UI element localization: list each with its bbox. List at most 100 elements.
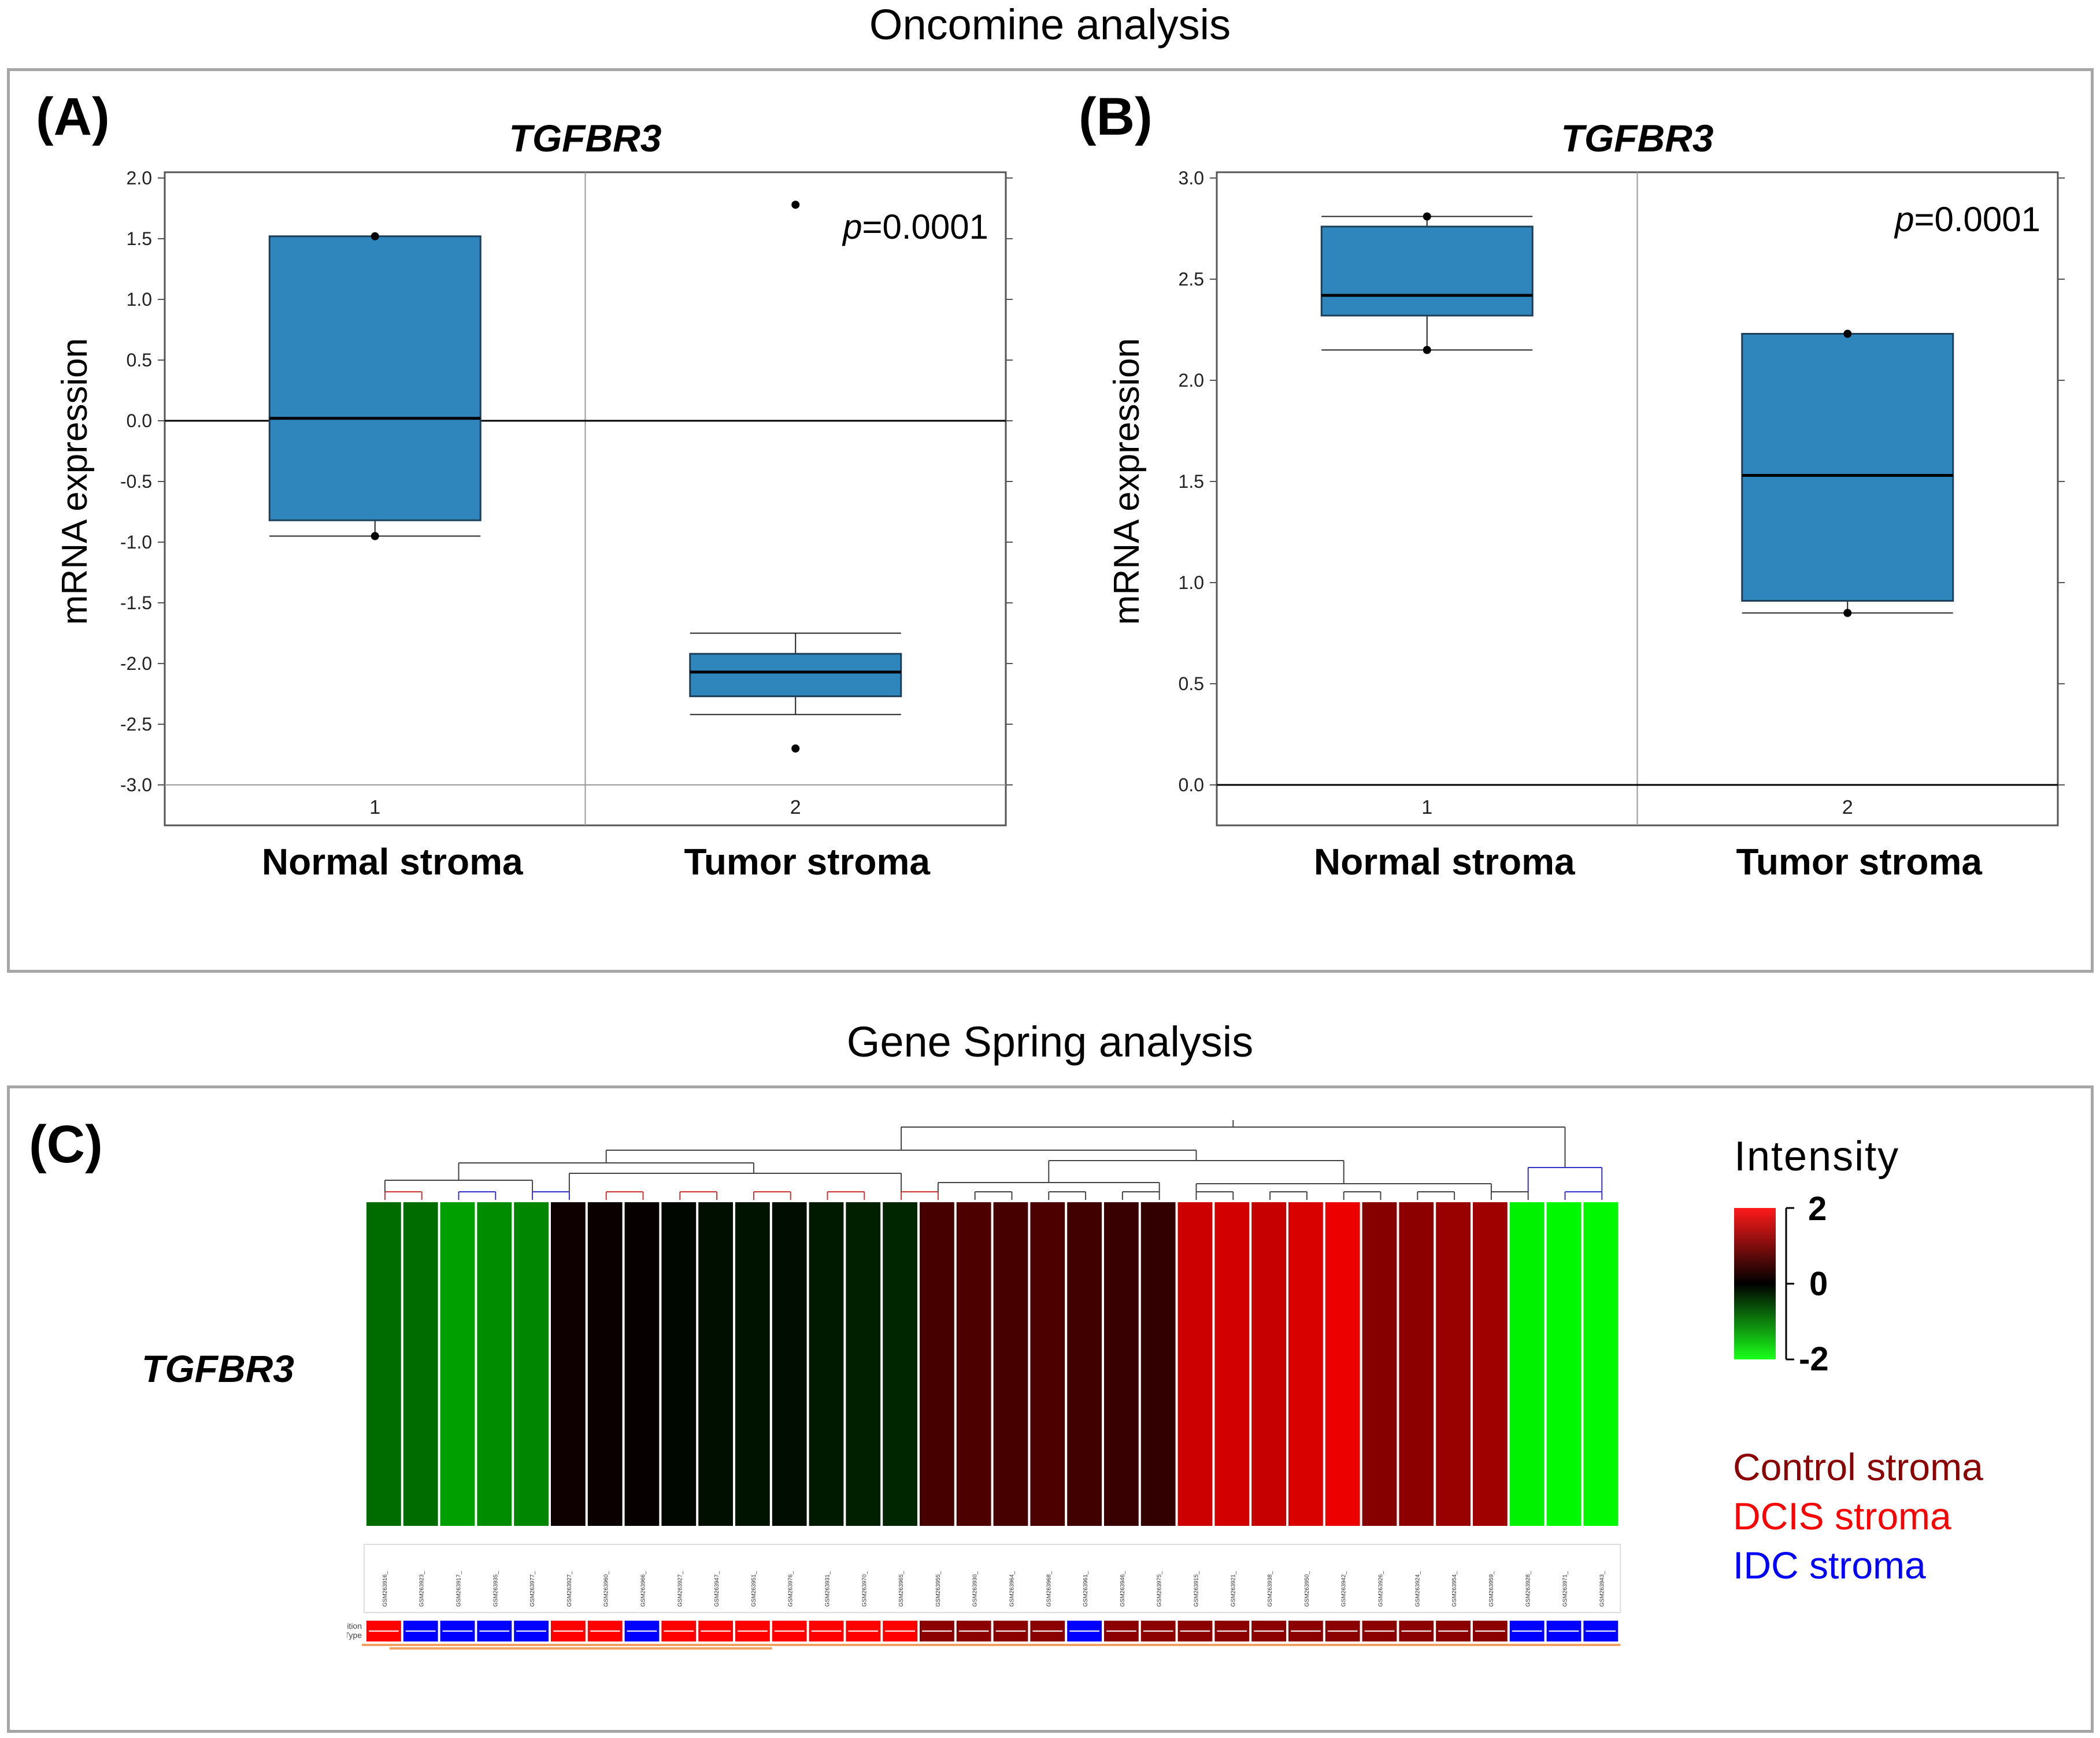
heatmap-chart: GSM263916_ GSM263923_ GSM263917_ GSM263935_… (347, 1120, 1621, 1650)
heatmap-cell (1473, 1202, 1508, 1526)
a-ytick-label: -1.0 (120, 532, 152, 553)
a-outlier-point (371, 232, 379, 240)
heatmap-cell (624, 1202, 660, 1526)
a-category-tick: 2 (790, 796, 801, 818)
dendrogram (384, 1120, 1603, 1200)
a-ylabel: mRNA expression (55, 338, 95, 625)
legend-dcis-stroma: DCIS stroma (1733, 1495, 1951, 1537)
sample-label: GSM263951_ (751, 1571, 757, 1607)
a-category-label: Tumor stroma (684, 841, 930, 883)
heatmap-cell (846, 1202, 881, 1526)
heatmap-cell (1251, 1202, 1286, 1526)
a-category-tick: 1 (369, 796, 380, 818)
legend-control-stroma: Control stroma (1733, 1446, 1983, 1488)
b-ytick-label: 1.0 (1179, 572, 1204, 593)
sample-label: GSM263965_ (898, 1571, 905, 1607)
a-outlier-point (371, 532, 379, 540)
sample-label: GSM263928_ (1525, 1571, 1532, 1607)
sample-label: GSM263950_ (1304, 1571, 1310, 1607)
heatmap-cell (1067, 1202, 1102, 1526)
heatmap-cell (993, 1202, 1028, 1526)
sample-label: GSM263976_ (788, 1571, 794, 1607)
genespring-title: Gene Spring analysis (846, 1018, 1254, 1066)
panel-b-label: (B) (1079, 87, 1153, 146)
annotation-row-label: Type (347, 1630, 362, 1640)
a-p-symbol: p (842, 207, 862, 246)
a-ytick-label: 2.0 (127, 168, 152, 188)
a-box-body (689, 653, 902, 698)
b-category-label: Normal stroma (1314, 841, 1575, 883)
heatmap-cell (1325, 1202, 1360, 1526)
sample-label: GSM263970_ (861, 1571, 868, 1607)
heatmap-cell (956, 1202, 991, 1526)
legend-idc-stroma: IDC stroma (1733, 1544, 1926, 1587)
heatmap-cell (403, 1202, 438, 1526)
b-box-body (1320, 225, 1534, 317)
b-ytick-label: 3.0 (1179, 168, 1204, 188)
sample-label: GSM263961_ (1083, 1571, 1089, 1607)
sample-label: GSM263955_ (935, 1571, 942, 1607)
heatmap-cell (1140, 1202, 1176, 1526)
heatmap-cell (661, 1202, 697, 1526)
sample-label: GSM263946_ (1120, 1571, 1126, 1607)
heatmap-cell (587, 1202, 623, 1526)
colorbar-rect (1734, 1208, 1776, 1359)
b-outlier-point (1423, 346, 1431, 354)
sample-label: GSM263924_ (1414, 1571, 1421, 1607)
sample-label: GSM263964_ (1009, 1571, 1016, 1607)
heatmap-cell (1399, 1202, 1434, 1526)
a-ytick-label: -3.0 (120, 774, 152, 795)
b-ytick-label: 2.0 (1179, 370, 1204, 391)
b-box-2 (1741, 329, 1954, 617)
heatmap-cell (883, 1202, 917, 1526)
b-ytick-label: 0.5 (1179, 673, 1204, 694)
heatmap-cell (1214, 1202, 1250, 1526)
sample-label: GSM263943_ (1599, 1571, 1605, 1607)
heatmap-cell (477, 1202, 512, 1526)
a-box-body (268, 235, 482, 521)
b-category-tick: 2 (1842, 796, 1853, 818)
sample-label: GSM263959_ (1488, 1571, 1495, 1607)
heatmap-cell (920, 1202, 954, 1526)
a-category-label: Normal stroma (262, 841, 523, 883)
a-ytick-label: 1.5 (127, 228, 152, 249)
annotation-row-label: ition (347, 1621, 362, 1630)
b-p-number: =0.0001 (1914, 200, 2040, 239)
intensity-colorbar (1734, 1207, 1794, 1361)
scale-mid-label: 0 (1809, 1265, 1828, 1303)
panel-c-label: (C) (29, 1115, 103, 1174)
sample-label: GSM263971_ (1562, 1571, 1569, 1607)
b-box-1 (1320, 212, 1534, 354)
a-ytick-label: 1.0 (127, 289, 152, 310)
heatmap-cell (440, 1202, 475, 1526)
sample-label: GSM263927_ (566, 1571, 573, 1607)
b-outlier-point (1423, 212, 1431, 221)
b-ytick-label: 1.5 (1179, 471, 1204, 492)
panel-a-label: (A) (36, 87, 110, 146)
heatmap-cell (551, 1202, 586, 1526)
b-box-body (1741, 333, 1954, 602)
sample-label: GSM263926_ (1378, 1571, 1384, 1607)
heatmap-cell (1362, 1202, 1397, 1526)
heatmap-cell (1288, 1202, 1323, 1526)
a-ytick-label: -0.5 (120, 471, 152, 492)
b-ytick-label: 0.0 (1179, 774, 1204, 795)
a-ytick-label: -2.0 (120, 653, 152, 674)
a-title: TGFBR3 (509, 117, 662, 160)
heatmap-cell (772, 1202, 807, 1526)
sample-label: GSM263923_ (419, 1571, 425, 1607)
heatmap-cell (1509, 1202, 1545, 1526)
sample-label: GSM263915_ (1194, 1571, 1200, 1607)
sample-label: GSM263966_ (640, 1571, 647, 1607)
heatmap-cell (1546, 1202, 1582, 1526)
b-p-value: p=0.0001 (1894, 200, 2040, 239)
a-box-2 (689, 201, 902, 753)
heatmap-cell (735, 1202, 770, 1526)
heatmap-cell (1030, 1202, 1065, 1526)
scale-max-label: 2 (1808, 1190, 1827, 1228)
box-chart-a: TGFBR3 2.0 1.5 1.0 0.5 0.0 -0.5 -1.0 -1.5 -2.0 -2.… (55, 117, 1013, 883)
a-outlier-point (791, 201, 800, 209)
heatmap-row-label: TGFBR3 (142, 1347, 294, 1390)
sample-label: GSM263931_ (825, 1571, 831, 1607)
heatmap-cell (366, 1202, 401, 1526)
